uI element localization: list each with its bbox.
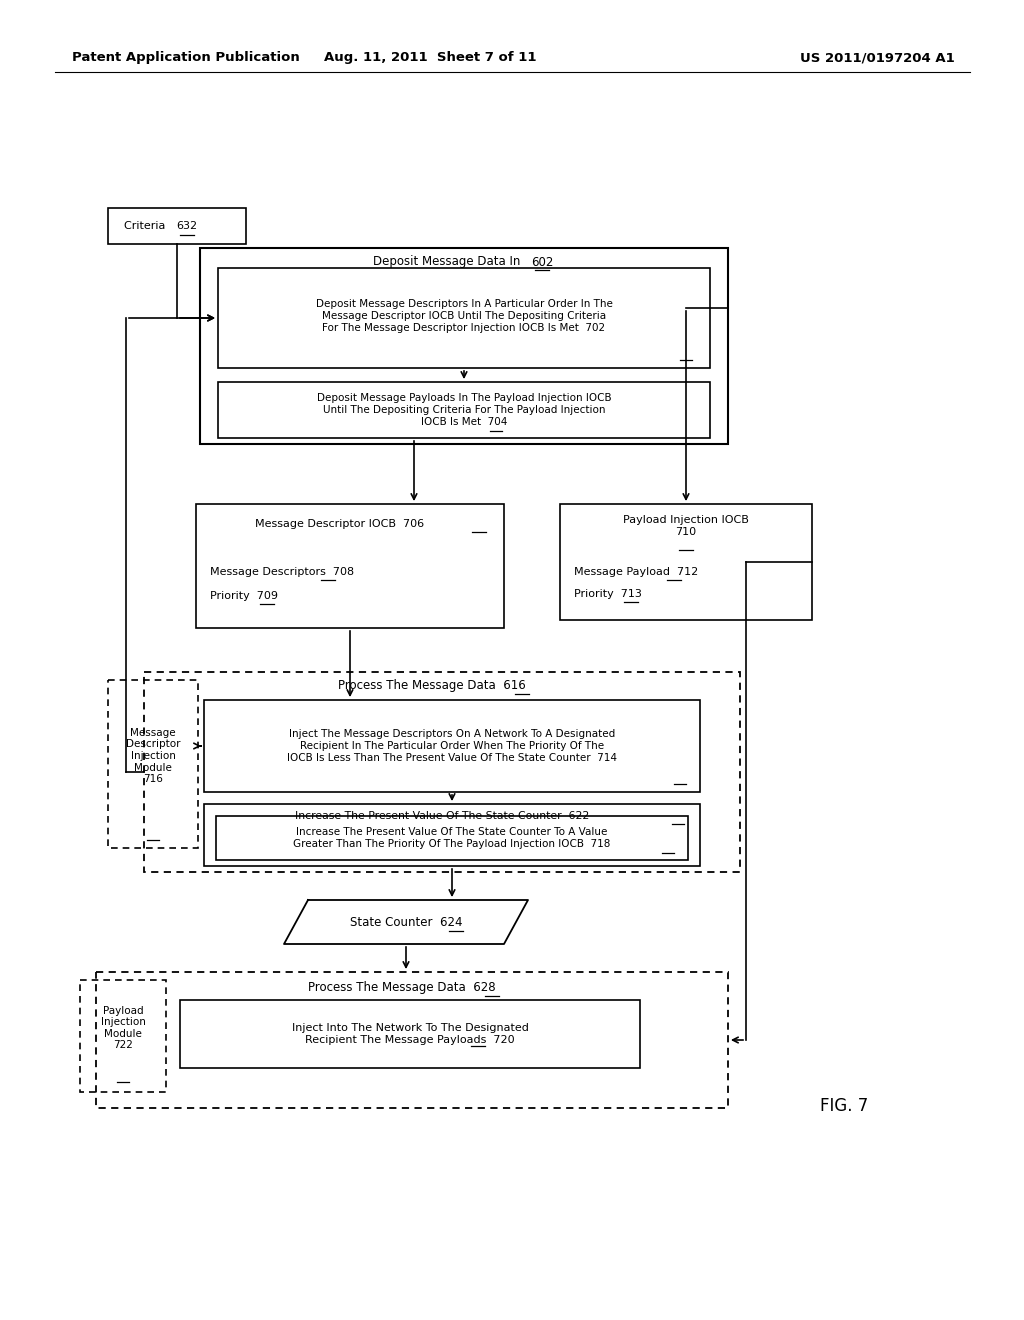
- Text: Process The Message Data  616: Process The Message Data 616: [338, 680, 526, 693]
- Text: Priority  709: Priority 709: [210, 591, 278, 601]
- Bar: [144, 672, 740, 873]
- Text: State Counter  624: State Counter 624: [350, 916, 462, 928]
- Bar: [560, 504, 812, 620]
- Text: Deposit Message Data In: Deposit Message Data In: [374, 256, 524, 268]
- Text: Message Descriptors  708: Message Descriptors 708: [210, 568, 354, 577]
- Text: FIG. 7: FIG. 7: [820, 1097, 868, 1115]
- Text: Increase The Present Value Of The State Counter To A Value
Greater Than The Prio: Increase The Present Value Of The State …: [293, 828, 610, 849]
- Bar: [218, 268, 710, 368]
- Text: Deposit Message Descriptors In A Particular Order In The
Message Descriptor IOCB: Deposit Message Descriptors In A Particu…: [315, 300, 612, 333]
- Text: Inject Into The Network To The Designated
Recipient The Message Payloads  720: Inject Into The Network To The Designate…: [292, 1023, 528, 1045]
- Text: Message Payload  712: Message Payload 712: [574, 568, 698, 577]
- Bar: [80, 979, 166, 1092]
- Bar: [108, 680, 198, 847]
- Text: US 2011/0197204 A1: US 2011/0197204 A1: [800, 51, 955, 65]
- Bar: [218, 381, 710, 438]
- Text: 632: 632: [176, 220, 198, 231]
- Text: Payload Injection IOCB
710: Payload Injection IOCB 710: [623, 515, 749, 537]
- Text: Process The Message Data  628: Process The Message Data 628: [308, 982, 496, 994]
- Text: Increase The Present Value Of The State Counter  622: Increase The Present Value Of The State …: [295, 810, 589, 821]
- Bar: [180, 1001, 640, 1068]
- Text: Message Descriptor IOCB  706: Message Descriptor IOCB 706: [255, 519, 425, 529]
- Text: Criteria: Criteria: [124, 220, 169, 231]
- Text: Deposit Message Payloads In The Payload Injection IOCB
Until The Depositing Crit: Deposit Message Payloads In The Payload …: [316, 393, 611, 426]
- Bar: [204, 700, 700, 792]
- Bar: [204, 804, 700, 866]
- Text: 602: 602: [530, 256, 553, 268]
- Text: Priority  713: Priority 713: [574, 589, 642, 599]
- Bar: [216, 816, 688, 861]
- Bar: [196, 504, 504, 628]
- Text: Patent Application Publication: Patent Application Publication: [72, 51, 300, 65]
- Text: Message
Descriptor
Injection
Module
716: Message Descriptor Injection Module 716: [126, 727, 180, 784]
- Text: Inject The Message Descriptors On A Network To A Designated
Recipient In The Par: Inject The Message Descriptors On A Netw…: [287, 730, 617, 763]
- Bar: [108, 209, 246, 244]
- Bar: [200, 248, 728, 444]
- Text: Payload
Injection
Module
722: Payload Injection Module 722: [100, 1006, 145, 1051]
- Bar: [96, 972, 728, 1107]
- Text: Aug. 11, 2011  Sheet 7 of 11: Aug. 11, 2011 Sheet 7 of 11: [324, 51, 537, 65]
